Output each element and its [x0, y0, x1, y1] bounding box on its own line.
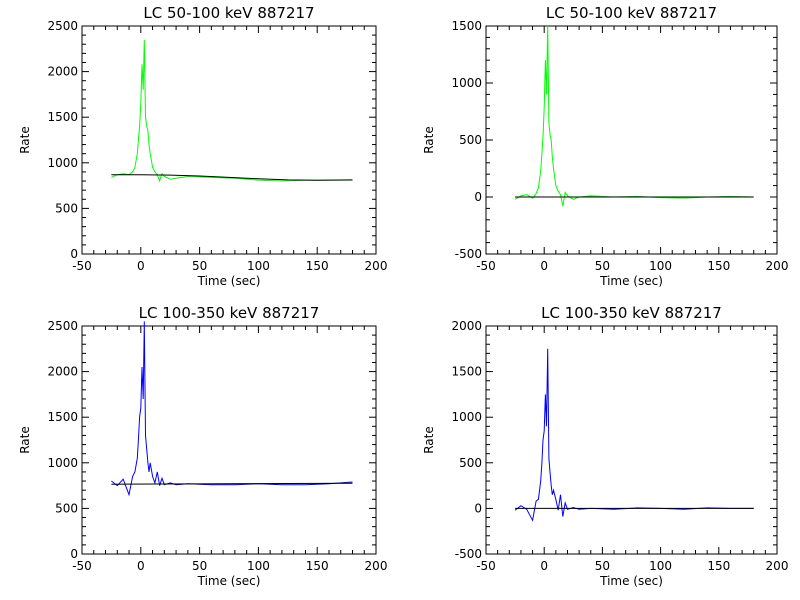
y-tick-label: 2500	[47, 319, 78, 333]
y-tick-label: 500	[55, 201, 78, 215]
y-tick-label: 1000	[451, 410, 482, 424]
background-fit-line	[111, 482, 353, 485]
x-tick-label: 200	[365, 559, 388, 573]
x-tick-label: 150	[707, 259, 730, 273]
y-tick-label: 0	[70, 247, 78, 261]
x-tick-label: 200	[766, 559, 789, 573]
x-tick-label: 150	[306, 559, 329, 573]
light-curve-line	[514, 25, 754, 207]
x-tick-label: 50	[595, 259, 610, 273]
y-tick-label: 2500	[47, 19, 78, 33]
y-axis-label: Rate	[422, 126, 436, 154]
y-tick-label: -500	[455, 247, 482, 261]
y-tick-label: 500	[459, 133, 482, 147]
y-tick-label: 500	[55, 501, 78, 515]
x-tick-label: -50	[72, 559, 92, 573]
y-tick-label: 2000	[451, 319, 482, 333]
chart-title: LC 100-350 keV 887217	[139, 304, 320, 322]
plot-frame	[485, 325, 778, 555]
x-tick-label: 0	[137, 259, 145, 273]
x-axis-label: Time (sec)	[197, 274, 261, 288]
x-tick-label: 50	[192, 259, 207, 273]
plot-frame	[81, 25, 377, 255]
x-tick-label: 50	[192, 559, 207, 573]
x-axis-label: Time (sec)	[197, 574, 261, 588]
y-tick-label: 0	[474, 501, 482, 515]
y-tick-label: 1500	[451, 19, 482, 33]
x-tick-label: 150	[306, 259, 329, 273]
x-tick-label: 50	[595, 559, 610, 573]
y-tick-label: 2000	[47, 365, 78, 379]
y-tick-label: 2000	[47, 65, 78, 79]
y-axis-label: Rate	[18, 426, 32, 454]
y-tick-label: 0	[474, 190, 482, 204]
light-curve-line	[514, 348, 754, 522]
x-tick-label: 0	[137, 559, 145, 573]
chart-title: LC 50-100 keV 887217	[546, 4, 717, 22]
y-tick-label: -500	[455, 547, 482, 561]
x-tick-label: 100	[649, 259, 672, 273]
chart-title: LC 50-100 keV 887217	[143, 4, 314, 22]
x-tick-label: 100	[247, 559, 270, 573]
x-tick-label: 150	[707, 559, 730, 573]
x-tick-label: 100	[247, 259, 270, 273]
plot-frame	[81, 325, 377, 555]
x-tick-label: -50	[72, 259, 92, 273]
y-tick-label: 0	[70, 547, 78, 561]
x-tick-label: 100	[649, 559, 672, 573]
y-tick-label: 1500	[47, 110, 78, 124]
y-tick-label: 500	[459, 456, 482, 470]
background-fit-line	[111, 174, 353, 181]
light-curve-line	[111, 321, 353, 497]
x-tick-label: 0	[540, 259, 548, 273]
y-tick-label: 1000	[451, 76, 482, 90]
y-axis-label: Rate	[422, 426, 436, 454]
x-axis-label: Time (sec)	[599, 274, 663, 288]
x-tick-label: 200	[365, 259, 388, 273]
x-axis-label: Time (sec)	[599, 574, 663, 588]
y-tick-label: 1500	[451, 365, 482, 379]
plot-frame	[485, 25, 778, 255]
y-tick-label: 1000	[47, 156, 78, 170]
x-tick-label: 0	[540, 559, 548, 573]
y-axis-label: Rate	[18, 126, 32, 154]
x-tick-label: -50	[476, 259, 496, 273]
chart-title: LC 100-350 keV 887217	[541, 304, 722, 322]
y-tick-label: 1500	[47, 410, 78, 424]
light-curve-line	[111, 39, 353, 183]
x-tick-label: -50	[476, 559, 496, 573]
x-tick-label: 200	[766, 259, 789, 273]
y-tick-label: 1000	[47, 456, 78, 470]
